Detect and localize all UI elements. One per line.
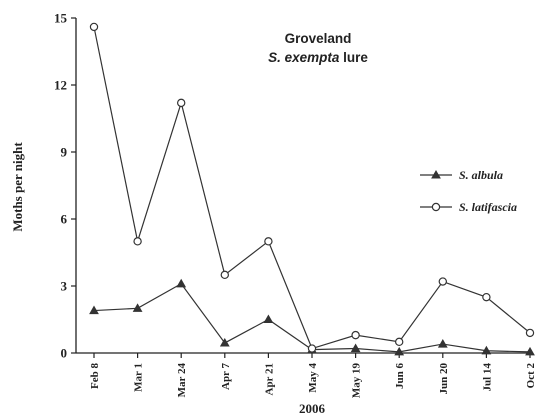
legend-label: S. latifascia [459, 200, 517, 214]
y-axis-label: Moths per night [10, 142, 25, 232]
data-point [351, 330, 360, 340]
labels-layer: Groveland S. exempta lure Moths per nigh… [10, 31, 368, 416]
data-point [264, 237, 273, 246]
x-tick-label: Oct 2 [525, 363, 537, 389]
axes: 0 3 6 9 12 15 Feb 8 Mar 1 Mar 24 Apr 7 Apr 21 May 4… [54, 11, 537, 399]
x-tick-label: Jun 20 [438, 363, 450, 395]
x-tick-label: Jul 14 [481, 363, 493, 392]
x-tick-label: Feb 8 [89, 363, 101, 389]
data-point [220, 270, 229, 280]
legend-item: S. albula [420, 168, 503, 182]
data-point [89, 305, 99, 315]
legend-item: S. latifascia [420, 200, 517, 214]
data-point [431, 169, 441, 179]
x-tick-label: May 19 [351, 363, 363, 399]
data-point [431, 202, 441, 212]
subtitle-suffix: lure [343, 50, 368, 65]
data-point [438, 277, 447, 286]
data-point [307, 344, 317, 353]
series-line [93, 26, 531, 350]
data-point [481, 345, 492, 355]
data-point [176, 278, 187, 288]
data-point [395, 337, 404, 347]
x-tick-label: Jun 6 [394, 363, 406, 389]
series-layer [89, 22, 535, 356]
legend: S. albula S. latifascia [420, 168, 517, 214]
data-point [525, 346, 535, 356]
legend-label: S. albula [459, 168, 503, 182]
data-point [525, 328, 535, 338]
data-point [219, 337, 230, 347]
subtitle-species: exempta [285, 50, 340, 65]
x-tick-label: Apr 7 [220, 363, 232, 390]
y-tick-label: 6 [61, 212, 68, 227]
data-point [133, 237, 142, 246]
x-tick-label: Mar 24 [176, 363, 188, 398]
y-tick-label: 9 [61, 145, 68, 160]
data-point [263, 314, 274, 324]
data-point [176, 98, 186, 108]
chart-subtitle: S. exempta lure [268, 50, 368, 65]
x-tick-label: May 4 [307, 363, 319, 393]
data-point [89, 22, 99, 32]
x-axis-label: 2006 [299, 401, 326, 416]
series-albula [89, 278, 535, 356]
data-point [132, 303, 143, 312]
y-tick-label: 0 [61, 346, 68, 361]
data-point [350, 343, 361, 353]
x-tick-label: Mar 1 [133, 363, 145, 392]
y-tick-label: 12 [54, 78, 67, 93]
x-tick-label: Apr 21 [263, 363, 275, 396]
series-latifascia [89, 22, 535, 353]
data-point [394, 346, 405, 356]
y-tick-label: 3 [61, 279, 68, 294]
subtitle-genus: S. [268, 50, 281, 65]
chart-title: Groveland [285, 31, 352, 46]
data-point [482, 292, 491, 302]
data-point [437, 339, 448, 348]
y-tick-label: 15 [54, 11, 68, 26]
series-line [93, 282, 531, 353]
